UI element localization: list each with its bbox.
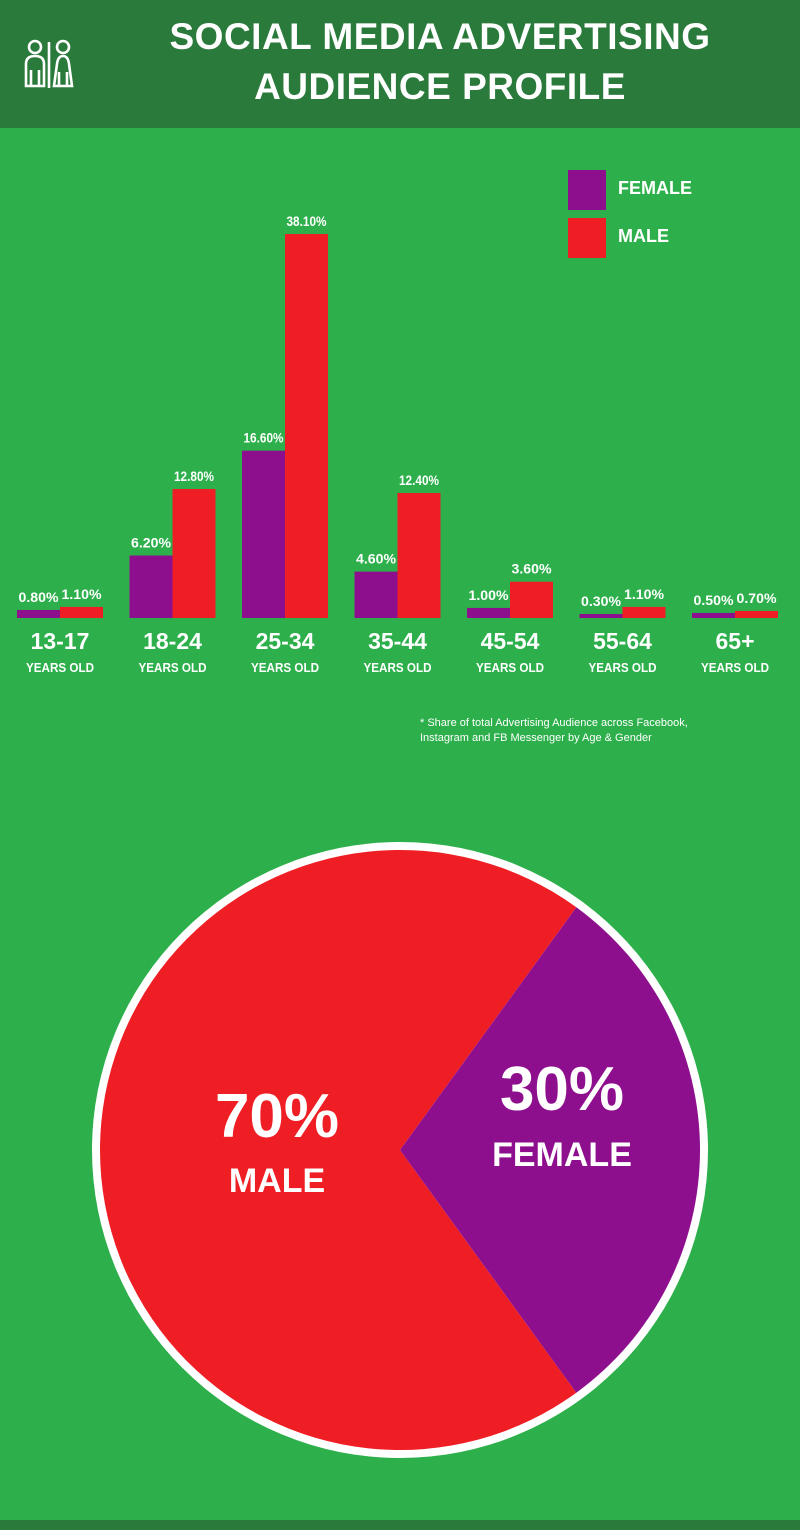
pie-slice-male: [100, 850, 577, 1450]
data-label-male-0: 1.10%: [62, 586, 103, 602]
data-label-female-1: 6.20%: [131, 535, 172, 551]
data-label-female-4: 1.00%: [469, 587, 510, 603]
bar-female-3: [354, 571, 398, 618]
bar-female-0: [17, 609, 60, 618]
bar-male-2: [285, 234, 328, 618]
bar-male-6: [735, 610, 778, 618]
bar-female-2: [242, 450, 285, 618]
footnote-line-1: * Share of total Advertising Audience ac…: [420, 717, 688, 729]
legend-item-female: FEMALE: [568, 170, 788, 210]
legend-label-male: MALE: [618, 226, 669, 246]
data-label-male-3: 12.40%: [399, 472, 439, 488]
pie-slice-female: [400, 907, 700, 1393]
bottom-strip: [0, 1520, 800, 1530]
data-label-male-6: 0.70%: [737, 590, 778, 606]
legend-swatch-female: [568, 170, 606, 210]
page-title: SOCIAL MEDIA ADVERTISING AUDIENCE PROFIL…: [80, 12, 800, 112]
category-label-4: 45-54: [481, 628, 540, 654]
category-sublabel-1: YEARS OLD: [139, 660, 207, 675]
bar-female-5: [579, 614, 623, 618]
pie-label-female: FEMALE: [492, 1136, 632, 1174]
category-sublabel-6: YEARS OLD: [701, 660, 769, 675]
pie-percent-male: 70%: [215, 1082, 339, 1151]
pie-chart: 70% MALE 30% FEMALE: [92, 842, 708, 1458]
bar-male-3: [397, 493, 441, 618]
pie-label-male: MALE: [229, 1162, 325, 1200]
data-label-female-5: 0.30%: [581, 593, 622, 609]
bar-female-6: [692, 612, 735, 618]
category-sublabel-3: YEARS OLD: [364, 660, 432, 675]
legend-item-male: MALE: [568, 218, 788, 258]
legend-swatch-male: [568, 218, 606, 258]
category-sublabel-4: YEARS OLD: [476, 660, 544, 675]
category-label-6: 65+: [715, 628, 754, 654]
bar-male-4: [510, 581, 553, 618]
data-label-female-2: 16.60%: [244, 430, 284, 446]
footnote-line-2: Instagram and FB Messenger by Age & Gend…: [420, 732, 652, 744]
category-label-1: 18-24: [143, 628, 202, 654]
category-sublabel-2: YEARS OLD: [251, 660, 319, 675]
category-label-0: 13-17: [31, 628, 90, 654]
bar-male-0: [60, 606, 103, 618]
footnote: * Share of total Advertising Audience ac…: [420, 716, 790, 746]
category-label-5: 55-64: [593, 628, 652, 654]
bar-male-5: [622, 606, 666, 618]
category-label-3: 35-44: [368, 628, 427, 654]
category-sublabel-5: YEARS OLD: [589, 660, 657, 675]
people-icon: [24, 39, 74, 88]
data-label-male-1: 12.80%: [174, 468, 214, 484]
bar-female-1: [129, 555, 173, 618]
title-line-1: SOCIAL MEDIA ADVERTISING: [169, 16, 711, 57]
bar-male-1: [172, 488, 216, 618]
data-label-female-3: 4.60%: [356, 551, 397, 567]
category-sublabel-0: YEARS OLD: [26, 660, 94, 675]
data-label-male-2: 38.10%: [287, 213, 327, 229]
bar-female-4: [467, 607, 510, 618]
legend-label-female: FEMALE: [618, 178, 692, 198]
data-label-male-4: 3.60%: [512, 561, 553, 577]
pie-percent-female: 30%: [500, 1055, 624, 1124]
category-label-2: 25-34: [256, 628, 315, 654]
title-line-2: AUDIENCE PROFILE: [254, 66, 626, 107]
data-label-female-6: 0.50%: [694, 592, 735, 608]
data-label-female-0: 0.80%: [19, 589, 60, 605]
header-banner: SOCIAL MEDIA ADVERTISING AUDIENCE PROFIL…: [0, 0, 800, 128]
data-label-male-5: 1.10%: [624, 586, 665, 602]
